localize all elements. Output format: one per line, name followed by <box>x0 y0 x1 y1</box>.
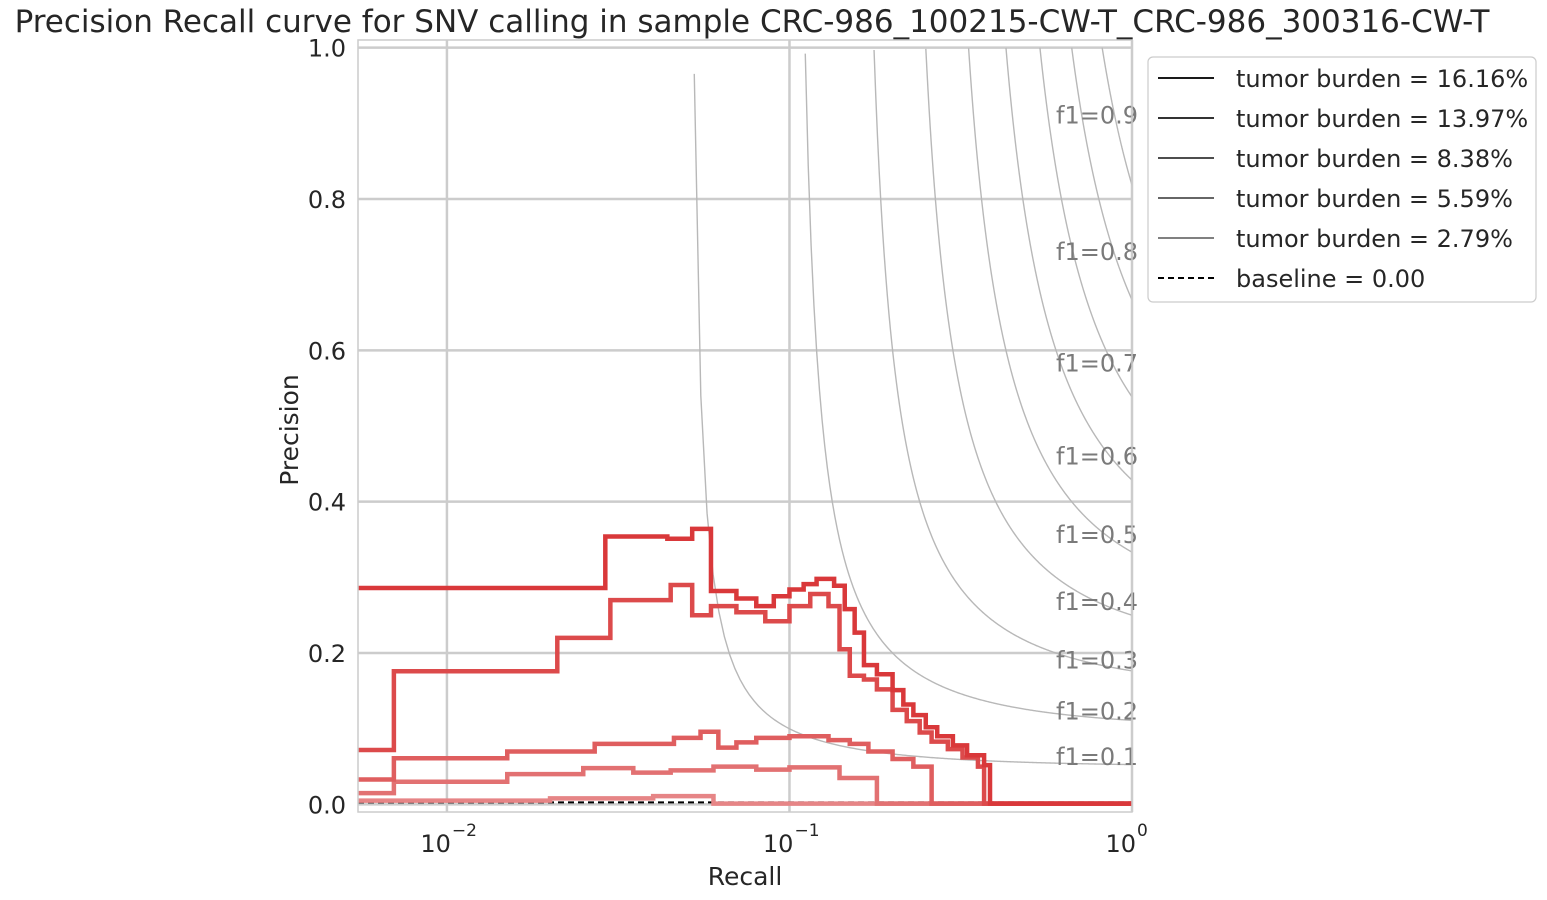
y-axis-label: Precision <box>275 374 304 486</box>
iso-f1-label-1: f1=0.2 <box>1056 698 1138 726</box>
iso-f1-label-7: f1=0.8 <box>1056 238 1138 266</box>
y-tick-label-5: 1.0 <box>308 35 346 63</box>
iso-f1-label-0: f1=0.1 <box>1056 743 1138 771</box>
iso-f1-curve-8 <box>1101 47 1132 186</box>
legend-label-1: tumor burden = 13.97% <box>1236 105 1528 133</box>
series-line-2 <box>358 729 1132 806</box>
iso-f1-curves <box>693 47 1132 766</box>
iso-f1-curve-0 <box>693 73 1132 766</box>
x-tick-base: 10 <box>420 830 451 858</box>
series-line-4 <box>358 793 1132 806</box>
iso-f1-label-4: f1=0.5 <box>1056 521 1138 549</box>
legend-label-4: tumor burden = 2.79% <box>1236 225 1513 253</box>
x-tick-base: 10 <box>763 830 794 858</box>
x-tick-exp: 0 <box>1137 821 1148 841</box>
plot-area <box>358 40 1132 812</box>
y-axis-ticks: 0.0 0.2 0.4 0.6 0.8 1.0 <box>308 35 346 820</box>
y-tick-label-1: 0.2 <box>308 640 346 668</box>
x-axis-label: Recall <box>708 862 783 891</box>
iso-f1-label-6: f1=0.7 <box>1056 349 1138 377</box>
series-line-1 <box>358 582 1132 806</box>
series-lines <box>358 526 1132 806</box>
x-tick-0: 10 −2 <box>420 821 477 858</box>
legend-label-0: tumor burden = 16.16% <box>1236 65 1528 93</box>
x-tick-1: 10 −1 <box>763 821 820 858</box>
legend: tumor burden = 16.16% tumor burden = 13.9… <box>1147 56 1537 303</box>
y-tick-label-4: 0.8 <box>308 186 346 214</box>
x-tick-exp: −1 <box>794 821 819 841</box>
y-tick-label-0: 0.0 <box>308 791 346 819</box>
iso-f1-curve-3 <box>925 48 1132 616</box>
legend-label-2: tumor burden = 8.38% <box>1236 145 1513 173</box>
y-tick-label-3: 0.6 <box>308 337 346 365</box>
chart-title: Precision Recall curve for SNV calling i… <box>15 4 1491 40</box>
x-tick-exp: −2 <box>452 821 477 841</box>
iso-f1-label-2: f1=0.3 <box>1056 647 1138 675</box>
series-line-0 <box>358 526 1132 806</box>
iso-f1-curve-2 <box>873 49 1132 672</box>
x-tick-2: 10 0 <box>1105 821 1147 858</box>
y-tick-label-2: 0.4 <box>308 489 346 517</box>
legend-label-5: baseline = 0.00 <box>1236 265 1425 293</box>
plot-frame <box>357 39 1133 813</box>
x-axis-ticks: 10 −2 10 −1 10 0 <box>420 821 1147 858</box>
iso-f1-labels: f1=0.1 f1=0.2 f1=0.3 f1=0.4 f1=0.5 f1=0.6 f1=0… <box>1056 102 1138 771</box>
iso-f1-curve-6 <box>1039 47 1132 398</box>
iso-f1-curve-1 <box>804 53 1132 722</box>
iso-f1-curve-4 <box>967 48 1132 553</box>
iso-f1-label-8: f1=0.9 <box>1056 102 1138 130</box>
series-line-3 <box>358 764 1132 806</box>
iso-f1-label-3: f1=0.4 <box>1056 588 1138 616</box>
iso-f1-curve-7 <box>1071 47 1132 301</box>
iso-f1-label-5: f1=0.6 <box>1056 442 1138 470</box>
legend-box <box>1147 56 1537 303</box>
x-tick-base: 10 <box>1105 830 1136 858</box>
legend-label-3: tumor burden = 5.59% <box>1236 185 1513 213</box>
iso-f1-curve-5 <box>1005 47 1132 481</box>
